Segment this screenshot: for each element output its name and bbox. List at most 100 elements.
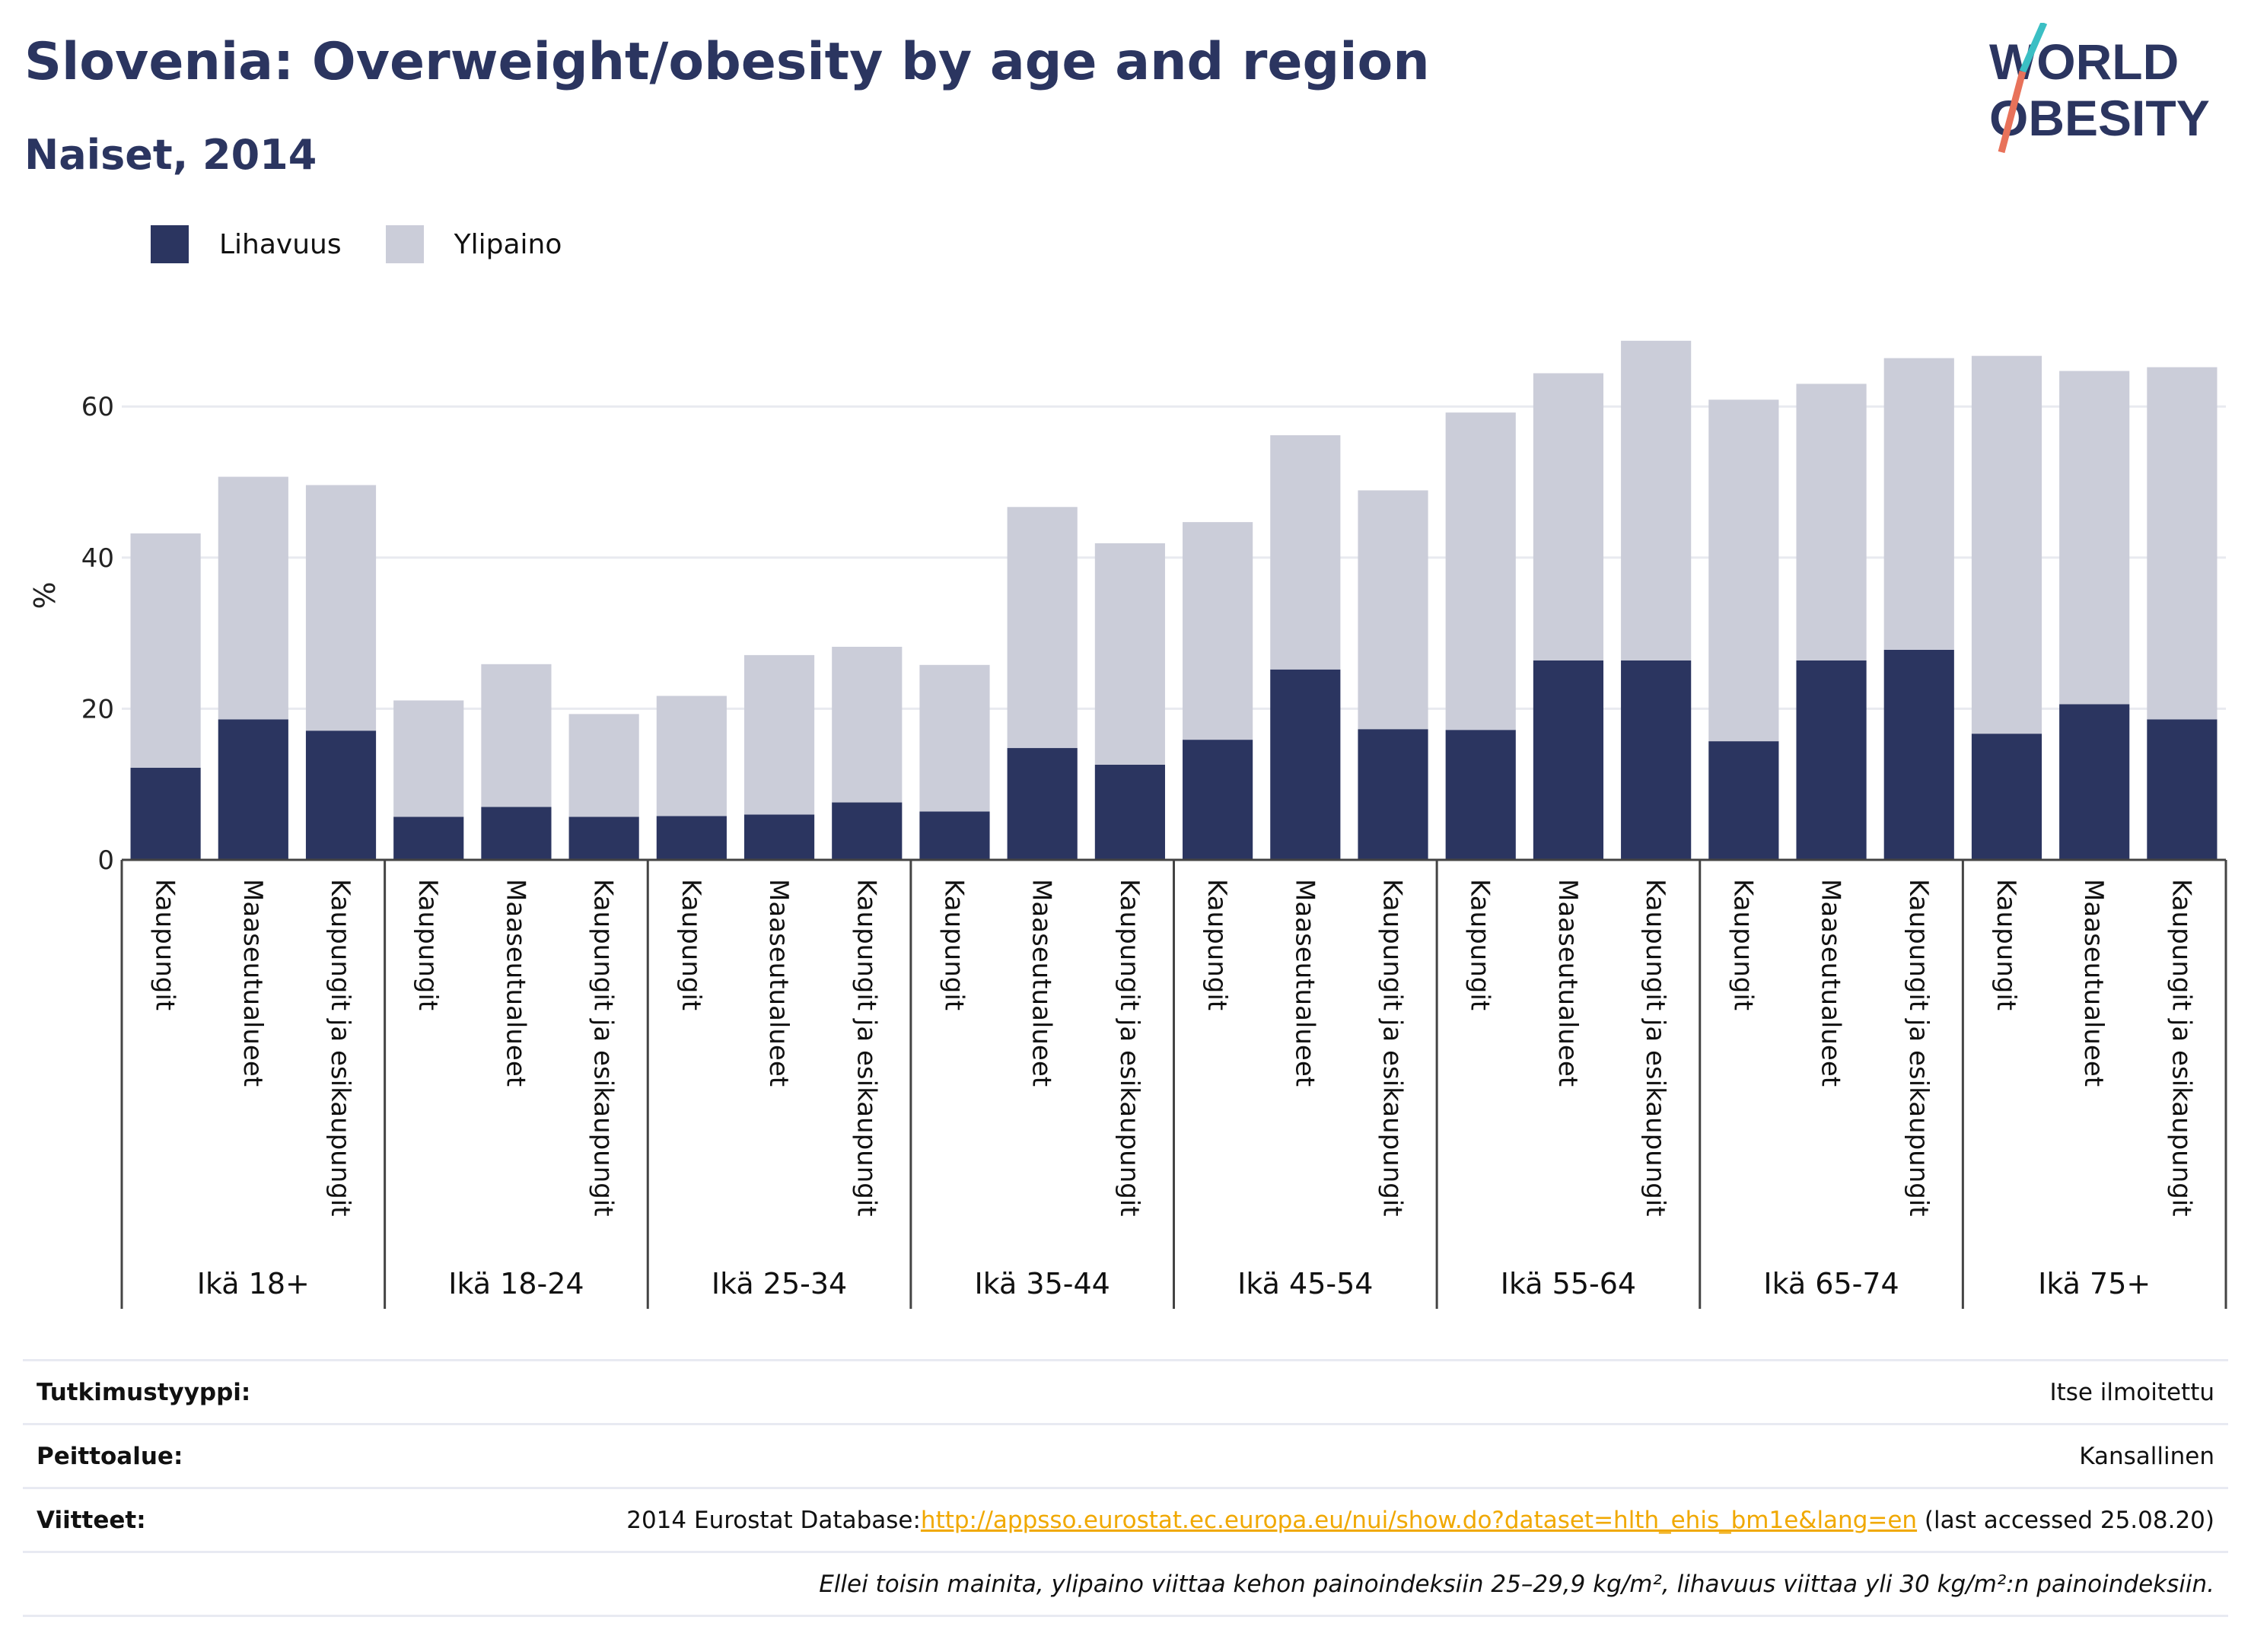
meta-row-references: Viitteet: 2014 Eurostat Database:http://… — [23, 1487, 2228, 1551]
meta-value-survey-type: Itse ilmoitettu — [2049, 1378, 2214, 1406]
y-tick-label: 20 — [81, 694, 114, 724]
x-tick-label: Kaupungit ja esikaupungit — [1903, 879, 1934, 1217]
bar-obesity — [1796, 660, 1867, 860]
x-tick-label: Maaseutualueet — [2078, 879, 2109, 1087]
bar-overweight — [1007, 507, 1078, 749]
group-label: Ikä 65-74 — [1763, 1267, 1899, 1300]
bar-overweight — [305, 485, 377, 731]
x-tick-label: Kaupungit — [1991, 879, 2021, 1011]
bar-obesity — [568, 816, 639, 860]
legend-swatch-obesity — [151, 225, 189, 263]
bar-obesity — [656, 816, 727, 860]
legend-swatch-overweight — [385, 225, 424, 263]
meta-row-coverage: Peittoalue: Kansallinen — [23, 1423, 2228, 1487]
logo-line2: OBESITY — [1989, 90, 2210, 146]
x-tick-label: Maaseutualueet — [1816, 879, 1846, 1087]
bar-overweight — [1621, 340, 1692, 660]
bar-obesity — [832, 802, 903, 860]
x-tick-label: Kaupungit — [1202, 879, 1232, 1011]
bar-overweight — [1883, 358, 1954, 650]
bar-obesity — [218, 719, 288, 860]
x-tick-label: Maaseutualueet — [1289, 879, 1320, 1087]
bar-obesity — [1270, 669, 1341, 860]
bar-overweight — [481, 664, 552, 807]
bar-overweight — [568, 714, 639, 817]
reference-link[interactable]: http://appsso.eurostat.ec.europa.eu/nui/… — [920, 1506, 1918, 1534]
bar-obesity — [130, 767, 201, 860]
bar-overweight — [919, 664, 990, 812]
meta-row-note: Ellei toisin mainita, ylipaino viittaa k… — [23, 1551, 2228, 1617]
meta-value-references: 2014 Eurostat Database:http://appsso.eur… — [626, 1507, 2214, 1534]
definition-note: Ellei toisin mainita, ylipaino viittaa k… — [819, 1570, 2214, 1598]
bar-overweight — [656, 695, 727, 816]
bar-overweight — [832, 646, 903, 803]
x-tick-label: Kaupungit ja esikaupungit — [1640, 879, 1670, 1217]
x-tick-label: Maaseutualueet — [500, 879, 530, 1087]
x-tick-label: Maaseutualueet — [1552, 879, 1583, 1087]
meta-value-coverage: Kansallinen — [2079, 1442, 2214, 1470]
bar-obesity — [1533, 660, 1604, 860]
group-label: Ikä 18-24 — [448, 1267, 584, 1300]
y-axis-label: % — [28, 581, 62, 609]
world-obesity-logo: WORLD OBESITY — [1989, 23, 2210, 154]
meta-key-coverage: Peittoalue: — [37, 1442, 183, 1470]
chart-title: Slovenia: Overweight/obesity by age and … — [24, 32, 1430, 92]
chart-subtitle: Naiset, 2014 — [24, 131, 317, 179]
x-tick-label: Maaseutualueet — [237, 879, 268, 1087]
bar-obesity — [1183, 740, 1253, 860]
x-tick-label: Kaupungit — [412, 879, 443, 1011]
group-label: Ikä 18+ — [197, 1267, 310, 1300]
x-tick-label: Kaupungit ja esikaupungit — [1114, 879, 1145, 1217]
meta-row-survey-type: Tutkimustyyppi: Itse ilmoitettu — [23, 1359, 2228, 1423]
x-tick-label: Kaupungit ja esikaupungit — [851, 879, 881, 1217]
legend-item-overweight[interactable]: Ylipaino — [385, 225, 562, 263]
bar-obesity — [1621, 660, 1692, 860]
x-tick-label: Kaupungit — [1727, 879, 1758, 1011]
group-label: Ikä 75+ — [2038, 1267, 2151, 1300]
bar-overweight — [218, 476, 288, 720]
bar-overweight — [1708, 399, 1779, 742]
bar-overweight — [1971, 355, 2042, 734]
bar-obesity — [919, 811, 990, 860]
x-tick-label: Kaupungit ja esikaupungit — [588, 879, 619, 1217]
legend-label-obesity: Lihavuus — [219, 228, 342, 260]
bar-obesity — [2059, 704, 2130, 860]
legend-item-obesity[interactable]: Lihavuus — [151, 225, 342, 263]
bar-obesity — [2147, 719, 2218, 860]
y-tick-label: 0 — [97, 845, 114, 876]
x-tick-label: Kaupungit — [938, 879, 969, 1011]
bar-obesity — [1094, 764, 1165, 860]
bar-overweight — [1270, 434, 1341, 670]
x-tick-label: Maaseutualueet — [1027, 879, 1057, 1087]
bar-obesity — [1883, 649, 1954, 860]
bar-overweight — [393, 700, 464, 817]
bar-overweight — [130, 533, 201, 768]
bar-overweight — [1358, 490, 1428, 730]
bar-obesity — [1708, 741, 1779, 860]
bar-overweight — [1094, 543, 1165, 765]
bar-obesity — [1358, 729, 1428, 860]
meta-key-references: Viitteet: — [37, 1506, 146, 1534]
group-label: Ikä 35-44 — [975, 1267, 1110, 1300]
x-tick-label: Kaupungit — [1465, 879, 1495, 1011]
bar-overweight — [2059, 371, 2130, 705]
group-label: Ikä 45-54 — [1237, 1267, 1373, 1300]
bar-obesity — [393, 816, 464, 860]
bar-overweight — [1533, 373, 1604, 660]
bar-obesity — [481, 807, 552, 860]
group-label: Ikä 55-64 — [1501, 1267, 1636, 1300]
x-tick-label: Kaupungit ja esikaupungit — [2166, 879, 2196, 1217]
x-tick-label: Kaupungit ja esikaupungit — [1377, 879, 1408, 1217]
x-tick-label: Kaupungit ja esikaupungit — [325, 879, 355, 1217]
bar-obesity — [1007, 748, 1078, 860]
bar-overweight — [2147, 367, 2218, 720]
metadata-table: Tutkimustyyppi: Itse ilmoitettu Peittoal… — [23, 1359, 2228, 1617]
bar-overweight — [743, 654, 815, 815]
bar-chart: 0 20 40 60% Kaupungit Maaseutualueet Kaupungit… — [28, 340, 2227, 1309]
bar-obesity — [1445, 730, 1516, 860]
legend-label-overweight: Ylipaino — [454, 228, 562, 260]
bar-obesity — [743, 814, 815, 860]
logo-slash-coral — [1998, 70, 2027, 154]
bar-overweight — [1796, 384, 1867, 660]
reference-suffix: (last accessed 25.08.20) — [1917, 1506, 2214, 1534]
